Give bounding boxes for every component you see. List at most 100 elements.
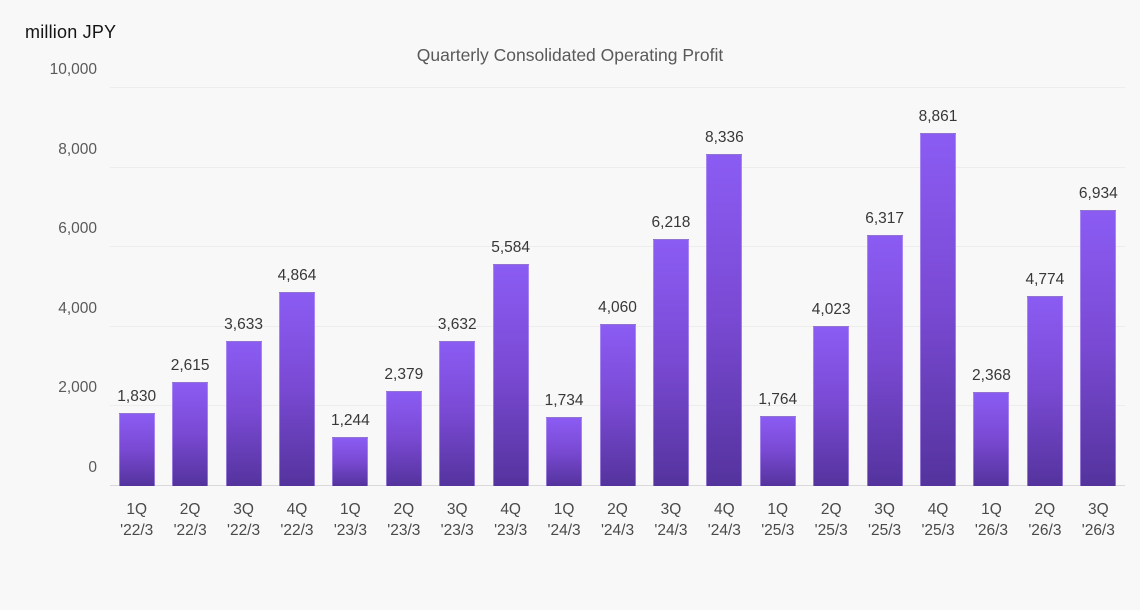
bar bbox=[920, 133, 957, 486]
y-tick-label: 8,000 bbox=[58, 140, 97, 158]
bar-value-label: 4,864 bbox=[277, 267, 317, 285]
bar bbox=[759, 415, 796, 486]
bar-value-label: 4,774 bbox=[1025, 271, 1065, 288]
bar-slot: 8,861 bbox=[911, 88, 964, 486]
x-tick-quarter: 2Q bbox=[393, 501, 415, 518]
bar bbox=[546, 417, 583, 486]
x-tick-year: '22/3 bbox=[173, 522, 207, 539]
bar-value-label: 1,830 bbox=[117, 388, 157, 406]
x-tick-quarter: 4Q bbox=[500, 501, 521, 518]
bar-slot: 4,774 bbox=[1018, 88, 1071, 486]
x-tick-label: 2Q '24/3 bbox=[591, 499, 644, 541]
bar-slot: 2,615 bbox=[163, 88, 216, 486]
x-tick-label: 3Q '26/3 bbox=[1072, 499, 1125, 541]
bar bbox=[439, 341, 476, 486]
y-tick-label: 6,000 bbox=[58, 220, 97, 238]
bar bbox=[1026, 296, 1063, 486]
x-tick-label: 1Q '22/3 bbox=[110, 499, 163, 541]
x-tick-year: '24/3 bbox=[707, 522, 741, 539]
bar-slot: 4,023 bbox=[804, 88, 857, 486]
x-tick-label: 1Q '23/3 bbox=[324, 499, 377, 541]
x-tick-year: '23/3 bbox=[387, 522, 421, 539]
bar-slot: 1,244 bbox=[324, 88, 377, 486]
x-tick-year: '23/3 bbox=[494, 522, 528, 539]
x-tick-label: 3Q '24/3 bbox=[644, 499, 697, 541]
x-tick-label: 2Q '22/3 bbox=[163, 499, 216, 541]
x-tick-quarter: 3Q bbox=[660, 501, 682, 518]
bar-value-label: 8,861 bbox=[918, 108, 958, 126]
bar-value-label: 6,218 bbox=[651, 213, 691, 231]
gridline bbox=[110, 246, 1125, 248]
bar-slot: 2,379 bbox=[377, 88, 430, 486]
x-tick-year: '24/3 bbox=[600, 522, 635, 539]
bar-value-label: 5,584 bbox=[491, 238, 531, 256]
bar bbox=[973, 391, 1010, 486]
x-tick-year: '25/3 bbox=[921, 522, 955, 539]
bar-slot: 1,764 bbox=[751, 88, 804, 486]
bars-row: 1,830 2,615 3,633 4,864 1,244 2,379 3,632 5,584… bbox=[110, 88, 1125, 486]
bar-slot: 4,864 bbox=[270, 88, 323, 486]
x-tick-label: 2Q '26/3 bbox=[1018, 499, 1071, 541]
x-tick-year: '25/3 bbox=[761, 522, 795, 539]
bar-slot: 2,368 bbox=[965, 88, 1018, 486]
x-tick-quarter: 4Q bbox=[927, 501, 949, 518]
bar-slot: 6,218 bbox=[644, 88, 697, 486]
bar-value-label: 1,244 bbox=[330, 411, 370, 429]
bar-value-label: 2,615 bbox=[170, 356, 210, 374]
bar bbox=[118, 413, 155, 486]
bar bbox=[866, 234, 903, 486]
x-tick-label: 1Q '26/3 bbox=[965, 499, 1018, 541]
x-tick-quarter: 3Q bbox=[874, 501, 895, 518]
y-tick-label: 10,000 bbox=[49, 61, 97, 78]
bar-slot: 8,336 bbox=[698, 88, 751, 486]
x-tick-quarter: 1Q bbox=[767, 501, 789, 518]
x-tick-label: 1Q '24/3 bbox=[537, 499, 590, 541]
bar-value-label: 3,632 bbox=[437, 316, 477, 334]
bar-value-label: 6,317 bbox=[865, 209, 905, 227]
x-tick-label: 1Q '25/3 bbox=[751, 499, 804, 541]
x-axis-labels: 1Q '22/3 2Q '22/3 3Q '22/3 4Q '22/3 1Q '23/3 2Q '23… bbox=[110, 499, 1125, 541]
x-tick-year: '26/3 bbox=[1028, 522, 1062, 539]
x-tick-label: 2Q '25/3 bbox=[804, 499, 857, 541]
bar-slot: 6,934 bbox=[1072, 88, 1125, 486]
x-tick-label: 4Q '23/3 bbox=[484, 499, 537, 541]
chart-title: Quarterly Consolidated Operating Profit bbox=[416, 45, 724, 65]
bar-value-label: 4,060 bbox=[598, 299, 637, 317]
bar-value-label: 2,368 bbox=[972, 366, 1011, 384]
bar-slot: 1,734 bbox=[537, 88, 590, 486]
bar bbox=[385, 391, 422, 486]
bar bbox=[1080, 210, 1117, 486]
x-tick-label: 2Q '23/3 bbox=[377, 499, 430, 541]
bar bbox=[599, 324, 636, 486]
x-tick-year: '24/3 bbox=[547, 522, 581, 539]
bar bbox=[172, 381, 209, 486]
bar bbox=[706, 154, 743, 486]
x-tick-quarter: 4Q bbox=[714, 501, 735, 518]
bar-slot: 6,317 bbox=[858, 88, 911, 486]
bar-value-label: 1,764 bbox=[758, 390, 798, 408]
bar-value-label: 1,734 bbox=[544, 392, 584, 409]
x-tick-quarter: 3Q bbox=[1087, 501, 1109, 518]
bar bbox=[225, 341, 262, 486]
bar-value-label: 8,336 bbox=[704, 129, 744, 147]
x-tick-quarter: 2Q bbox=[179, 501, 201, 518]
x-tick-year: '25/3 bbox=[868, 522, 902, 539]
bar bbox=[332, 436, 369, 486]
bar bbox=[813, 325, 850, 486]
gridline bbox=[110, 87, 1125, 88]
x-tick-quarter: 1Q bbox=[340, 501, 361, 518]
bar-slot: 3,632 bbox=[431, 88, 484, 486]
x-tick-year: '24/3 bbox=[654, 522, 688, 539]
x-tick-label: 4Q '22/3 bbox=[270, 499, 323, 541]
y-tick-label: 2,000 bbox=[58, 379, 97, 397]
bar-slot: 1,830 bbox=[110, 88, 163, 486]
bar-slot: 4,060 bbox=[591, 88, 644, 486]
x-tick-year: '22/3 bbox=[120, 522, 154, 539]
x-tick-year: '26/3 bbox=[974, 522, 1009, 539]
x-tick-quarter: 2Q bbox=[607, 501, 628, 518]
unit-label: million JPY bbox=[25, 22, 117, 42]
x-tick-year: '25/3 bbox=[814, 522, 848, 539]
x-tick-quarter: 3Q bbox=[233, 501, 254, 518]
bar bbox=[492, 263, 529, 486]
